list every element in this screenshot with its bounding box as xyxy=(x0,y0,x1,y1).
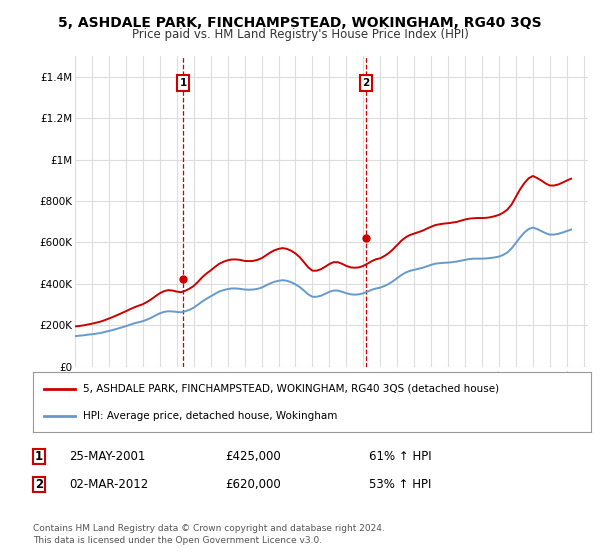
Text: £425,000: £425,000 xyxy=(225,450,281,463)
Text: Contains HM Land Registry data © Crown copyright and database right 2024.: Contains HM Land Registry data © Crown c… xyxy=(33,524,385,533)
Text: HPI: Average price, detached house, Wokingham: HPI: Average price, detached house, Woki… xyxy=(83,411,338,421)
Text: 02-MAR-2012: 02-MAR-2012 xyxy=(69,478,148,491)
Text: 61% ↑ HPI: 61% ↑ HPI xyxy=(369,450,431,463)
Text: Price paid vs. HM Land Registry's House Price Index (HPI): Price paid vs. HM Land Registry's House … xyxy=(131,28,469,41)
Text: 2: 2 xyxy=(35,478,43,491)
Text: £620,000: £620,000 xyxy=(225,478,281,491)
Text: 5, ASHDALE PARK, FINCHAMPSTEAD, WOKINGHAM, RG40 3QS (detached house): 5, ASHDALE PARK, FINCHAMPSTEAD, WOKINGHA… xyxy=(83,384,499,394)
Text: 1: 1 xyxy=(35,450,43,463)
Text: 53% ↑ HPI: 53% ↑ HPI xyxy=(369,478,431,491)
Text: 1: 1 xyxy=(179,78,187,88)
Text: 2: 2 xyxy=(362,78,370,88)
Text: This data is licensed under the Open Government Licence v3.0.: This data is licensed under the Open Gov… xyxy=(33,536,322,545)
Text: 5, ASHDALE PARK, FINCHAMPSTEAD, WOKINGHAM, RG40 3QS: 5, ASHDALE PARK, FINCHAMPSTEAD, WOKINGHA… xyxy=(58,16,542,30)
Text: 25-MAY-2001: 25-MAY-2001 xyxy=(69,450,145,463)
